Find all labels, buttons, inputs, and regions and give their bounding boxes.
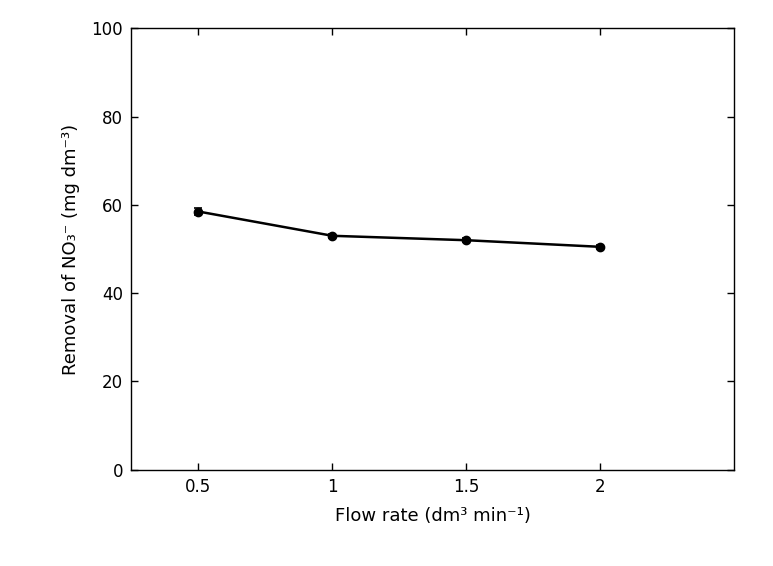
Y-axis label: Removal of NO₃⁻ (mg dm⁻³): Removal of NO₃⁻ (mg dm⁻³) <box>63 123 80 375</box>
X-axis label: Flow rate (dm³ min⁻¹): Flow rate (dm³ min⁻¹) <box>335 507 531 525</box>
